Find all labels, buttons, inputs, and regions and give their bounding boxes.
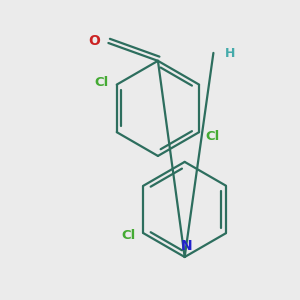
Text: N: N — [181, 239, 193, 253]
Text: H: H — [225, 47, 236, 60]
Text: Cl: Cl — [94, 76, 109, 89]
Text: Cl: Cl — [121, 229, 136, 242]
Text: O: O — [88, 34, 101, 48]
Text: Cl: Cl — [205, 130, 219, 142]
